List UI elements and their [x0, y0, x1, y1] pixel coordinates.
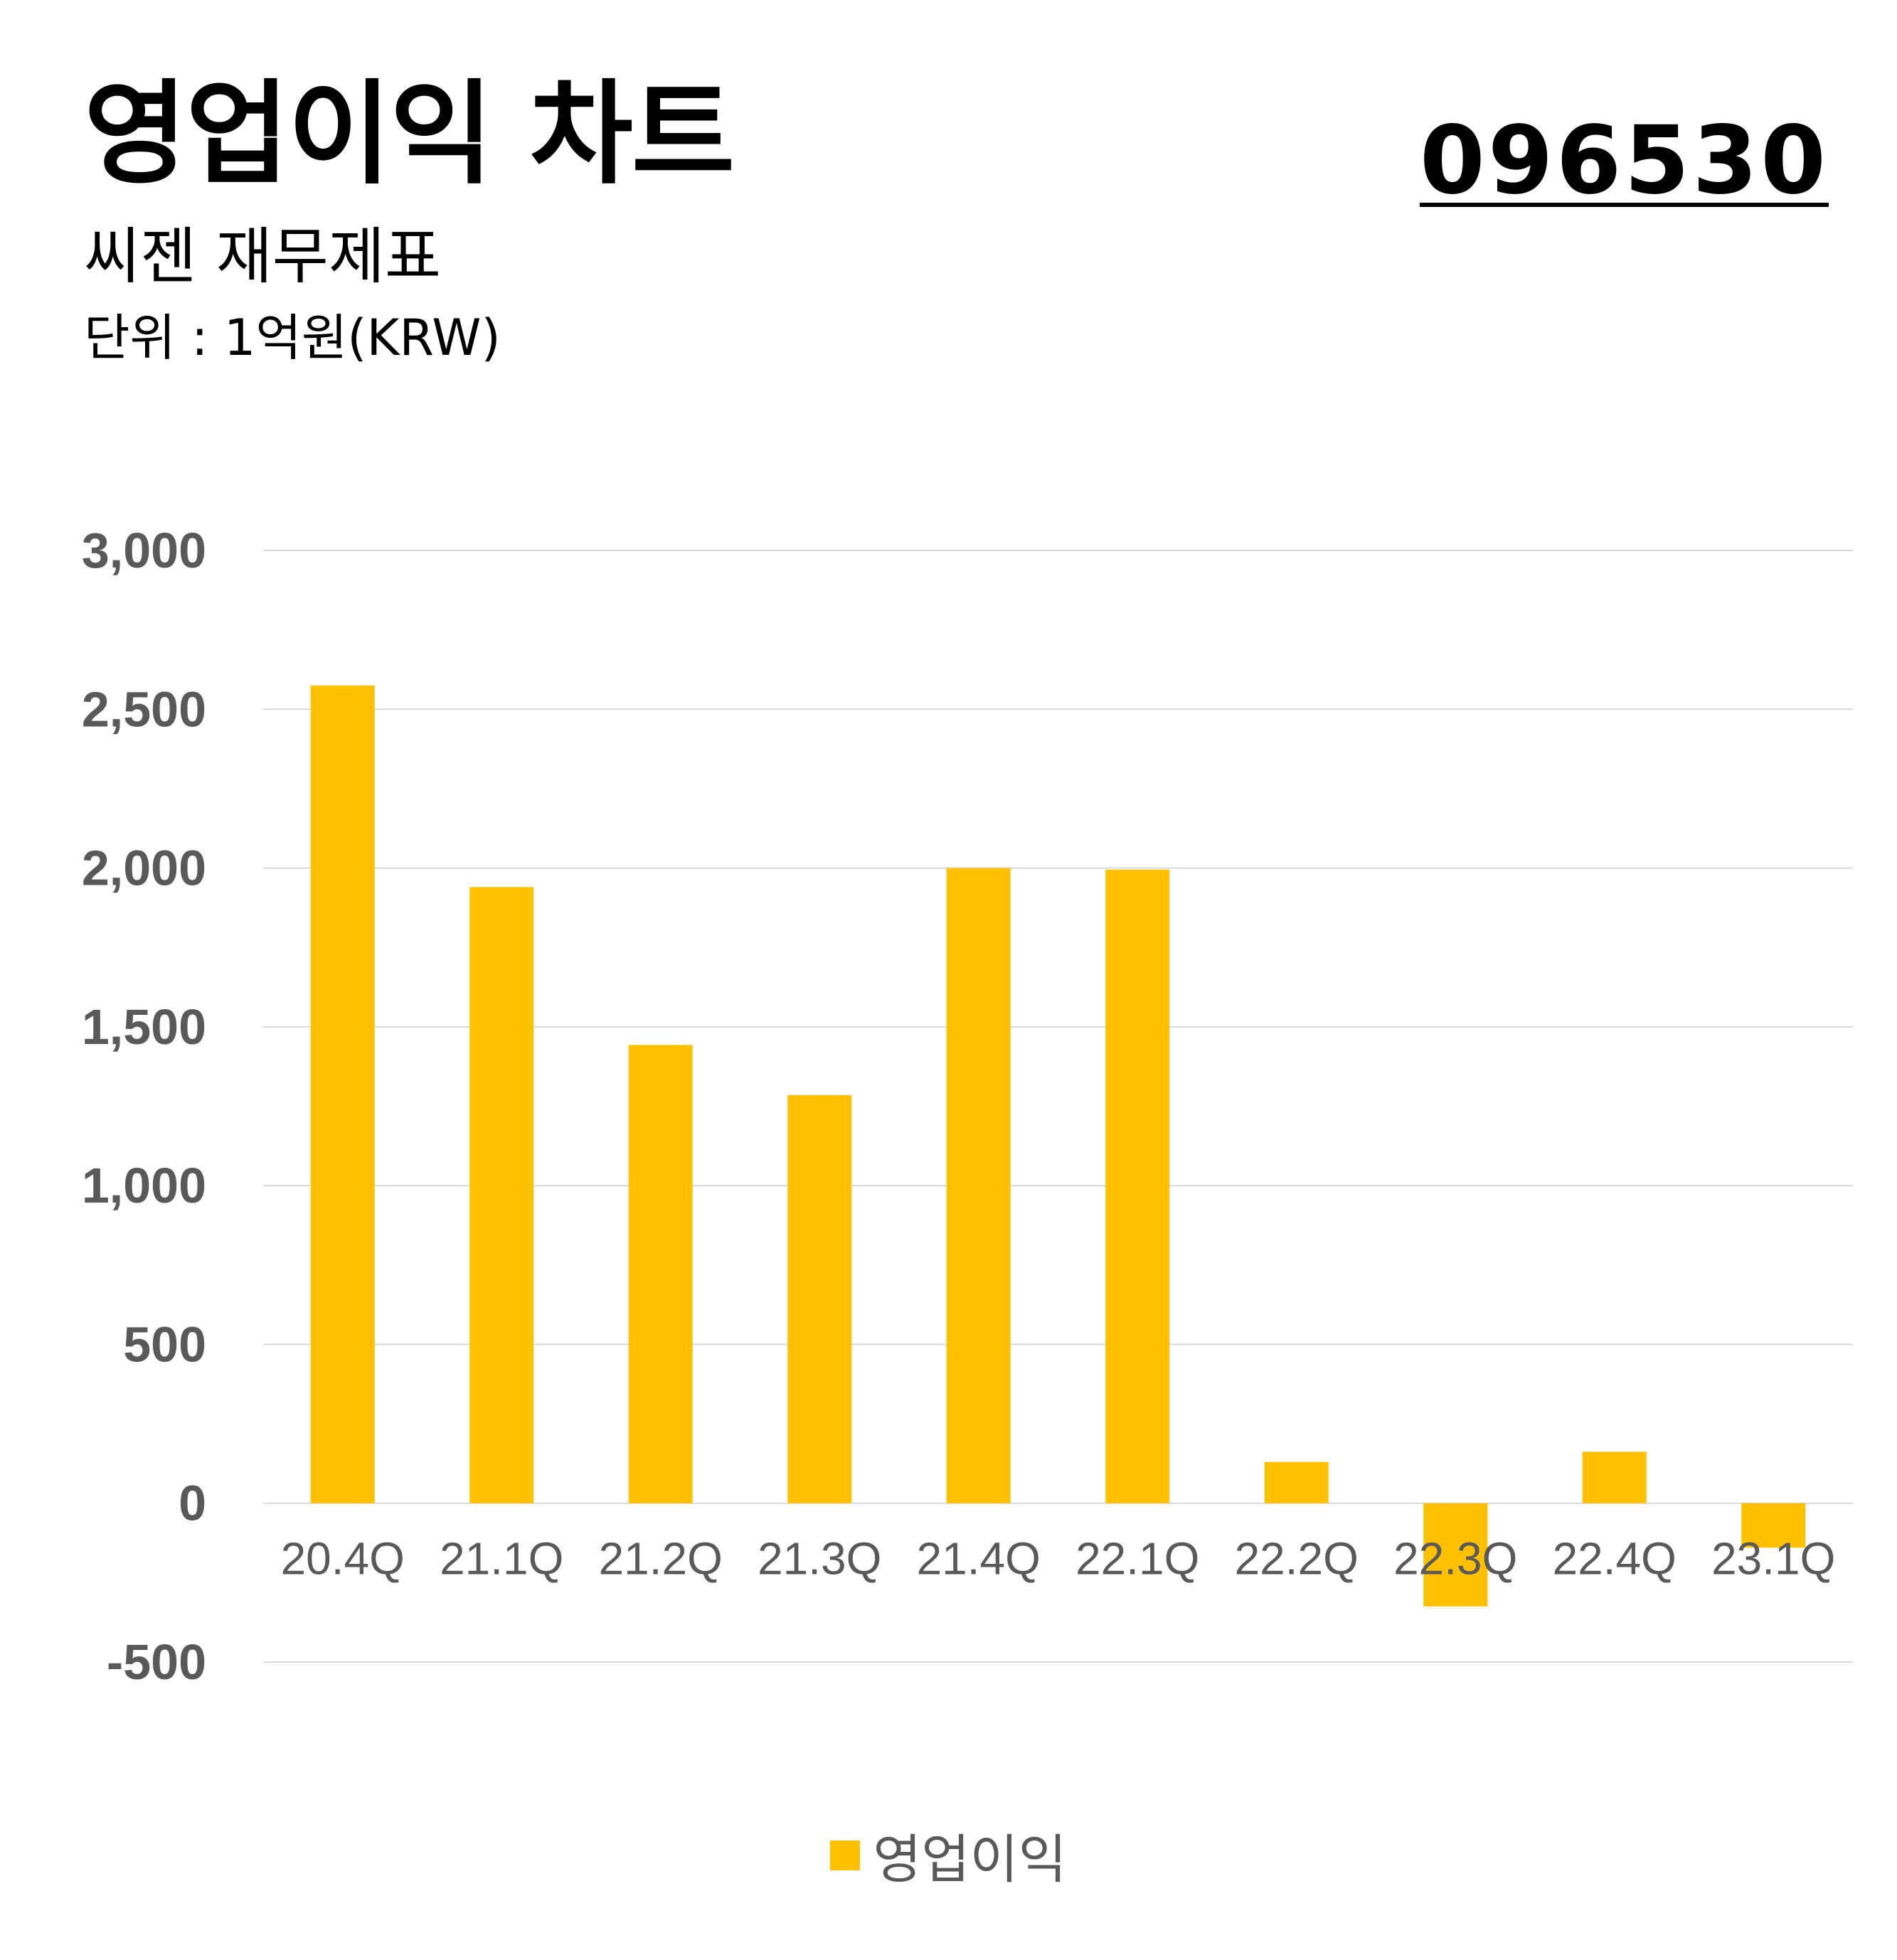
x-tick-label: 20.4Q — [281, 1533, 405, 1584]
y-tick-label: 1,000 — [82, 1158, 206, 1213]
y-tick-label: 500 — [123, 1316, 206, 1372]
y-tick-label: 1,500 — [82, 999, 206, 1055]
x-tick-label: 21.2Q — [599, 1533, 723, 1584]
bar — [946, 868, 1011, 1503]
bar — [787, 1094, 852, 1503]
x-tick-label: 23.1Q — [1711, 1533, 1835, 1584]
bar — [1105, 869, 1170, 1503]
bar — [628, 1045, 693, 1503]
chart-title: 영업이익 차트 — [84, 69, 735, 200]
legend-label: 영업이익 — [873, 1829, 1067, 1890]
bar — [310, 685, 375, 1503]
x-tick-label: 21.1Q — [440, 1533, 563, 1584]
y-tick-label: 0 — [179, 1476, 206, 1531]
bar — [1582, 1452, 1647, 1503]
x-tick-label: 22.4Q — [1553, 1533, 1677, 1584]
x-tick-label: 21.4Q — [917, 1533, 1041, 1584]
x-tick-label: 21.3Q — [758, 1533, 881, 1584]
y-tick-label: 3,000 — [82, 523, 206, 578]
y-tick-label: 2,500 — [82, 681, 206, 737]
y-tick-label: 2,000 — [82, 841, 206, 896]
legend: 영업이익 — [0, 1817, 1897, 1893]
legend-swatch — [830, 1840, 861, 1870]
bars — [310, 685, 1806, 1607]
bar — [1741, 1503, 1806, 1548]
company-subtitle: 씨젠 재무제표 — [84, 221, 442, 292]
x-axis-ticks: 20.4Q 21.1Q 21.2Q 21.3Q 21.4Q 22.1Q 22.2Q 22.3Q… — [281, 1533, 1836, 1584]
bar — [1264, 1461, 1329, 1503]
x-tick-label: 22.2Q — [1235, 1533, 1359, 1584]
stock-code: 096530 — [1419, 106, 1829, 215]
unit-label: 단위 : 1억원(KRW) — [84, 309, 501, 367]
bar — [1423, 1503, 1488, 1607]
x-tick-label: 22.1Q — [1075, 1533, 1199, 1584]
bar — [469, 887, 534, 1503]
x-tick-label: 22.3Q — [1393, 1533, 1517, 1584]
y-tick-label: -500 — [107, 1634, 206, 1690]
y-axis-ticks: 3,000 2,500 2,000 1,500 1,000 500 0 -500 — [82, 523, 206, 1690]
